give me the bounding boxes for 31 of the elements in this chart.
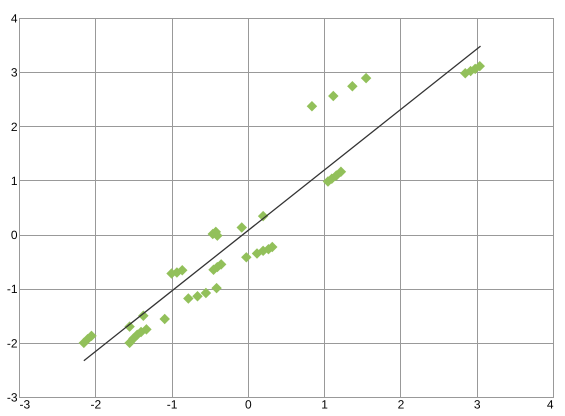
- x-tick-label: -1: [166, 398, 178, 412]
- point: [347, 80, 358, 92]
- x-tick-label: 2: [398, 398, 405, 412]
- y-tick-label: 0: [10, 228, 18, 242]
- x-tick-label: 4: [546, 398, 554, 412]
- y-tick-label: -2: [6, 336, 18, 350]
- y-tick-label: 2: [10, 120, 18, 134]
- point: [192, 291, 203, 302]
- point: [159, 314, 170, 324]
- point: [360, 72, 372, 84]
- x-tick-label: -2: [90, 398, 102, 412]
- x-tick-label: 3: [474, 398, 481, 412]
- point: [183, 293, 194, 304]
- point: [200, 288, 212, 298]
- x-tick-label: 0: [245, 398, 252, 412]
- point: [86, 330, 97, 342]
- point: [306, 101, 318, 112]
- point: [328, 90, 339, 102]
- point: [236, 222, 247, 233]
- x-tick-label: 1: [321, 398, 328, 412]
- x-tick-label: -3: [20, 398, 30, 412]
- y-tick-label: 3: [10, 66, 18, 80]
- point: [474, 60, 486, 72]
- point: [211, 282, 222, 294]
- y-tick-label: 1: [10, 174, 18, 188]
- point: [177, 265, 188, 276]
- y-tick-label: 4: [10, 12, 18, 26]
- point: [241, 252, 252, 263]
- point: [336, 166, 346, 178]
- point: [141, 324, 152, 335]
- y-tick-label: -1: [6, 282, 18, 296]
